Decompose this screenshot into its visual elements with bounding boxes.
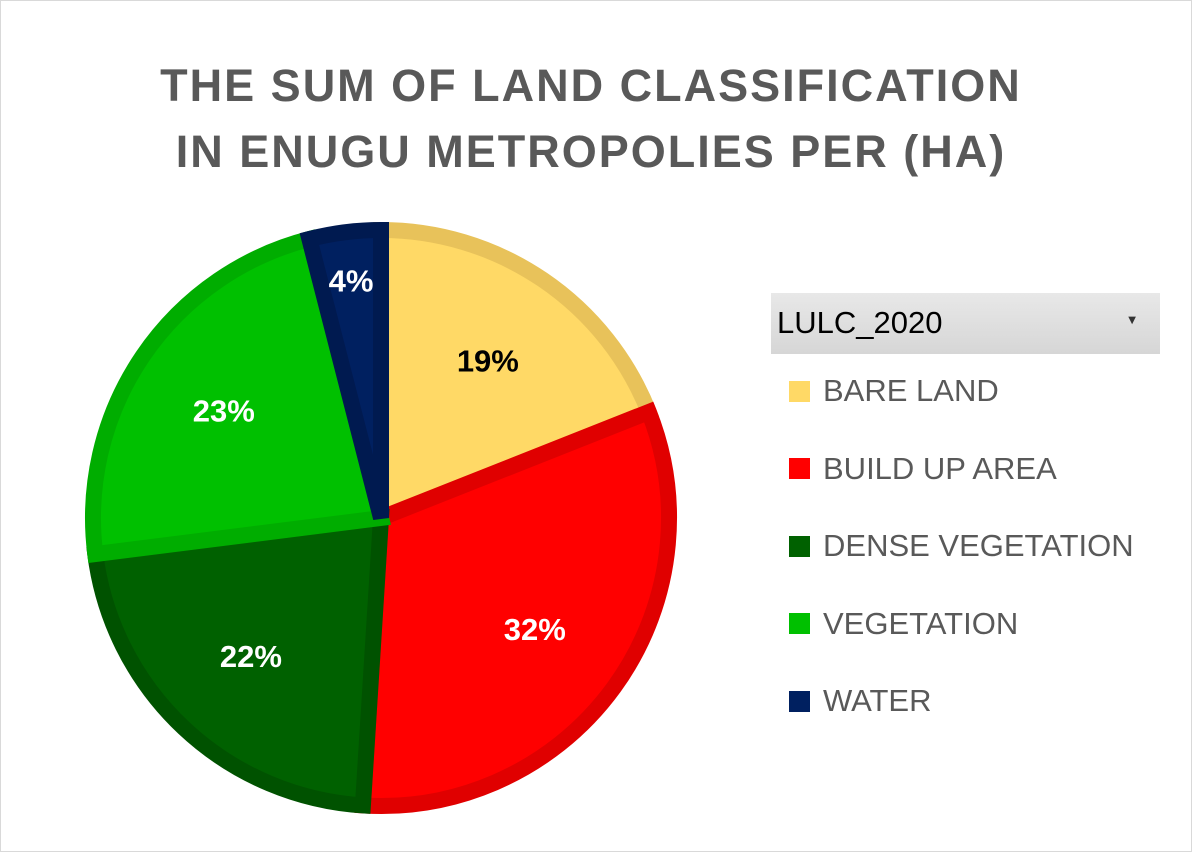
legend-swatch — [789, 380, 810, 402]
dropdown-arrow-icon[interactable]: ▼ — [1128, 315, 1136, 326]
lulc-filter-button[interactable]: LULC_2020 ▼ — [771, 293, 1160, 354]
legend-label: VEGETATION — [823, 605, 1019, 641]
legend-swatch — [789, 690, 810, 712]
pie-slice-vegetation[interactable] — [85, 229, 392, 564]
pie-slice-water[interactable] — [299, 221, 389, 520]
legend-swatch — [789, 613, 810, 634]
data-label-water: 4% — [329, 263, 374, 298]
chart-title-line-1: THE SUM OF LAND CLASSIFICATION — [160, 60, 1022, 111]
data-label-vegetation: 23% — [193, 394, 255, 429]
pie-slice-build-up-area[interactable] — [354, 401, 677, 814]
chart-title-line-2: IN ENUGU METROPOLIES PER (HA) — [175, 126, 1007, 177]
legend-swatch — [789, 458, 810, 479]
legend-item-water[interactable]: WATER — [789, 681, 932, 721]
pie-slice-dense-vegetation[interactable] — [86, 508, 390, 814]
filter-field-label: LULC_2020 — [777, 305, 943, 340]
legend-label: WATER — [823, 683, 932, 718]
legend-label: DENSE VEGETATION — [823, 528, 1134, 563]
data-label-dense-vegetation: 22% — [220, 639, 282, 674]
legend-label: BARE LAND — [823, 373, 999, 408]
chart-title: THE SUM OF LAND CLASSIFICATION IN ENUGU … — [1, 53, 1181, 185]
data-label-build-up-area: 32% — [504, 612, 566, 647]
legend-item-dense-vegetation[interactable]: DENSE VEGETATION — [789, 526, 1134, 566]
legend-item-bare-land[interactable]: BARE LAND — [789, 371, 999, 411]
legend-swatch — [789, 535, 810, 557]
legend-item-build-up-area[interactable]: BUILD UP AREA — [789, 449, 1057, 489]
legend-label: BUILD UP AREA — [823, 450, 1057, 486]
legend-item-vegetation[interactable]: VEGETATION — [789, 604, 1018, 644]
pie-slice-bare-land[interactable] — [373, 221, 660, 530]
data-label-bare-land: 19% — [457, 343, 519, 378]
